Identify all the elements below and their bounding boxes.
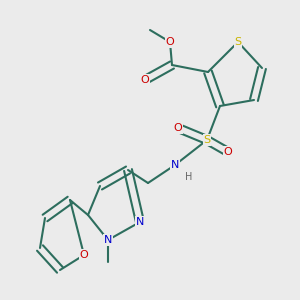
Text: O: O: [80, 250, 88, 260]
Text: O: O: [174, 123, 182, 133]
Text: S: S: [234, 37, 242, 47]
Text: S: S: [203, 135, 211, 145]
Text: O: O: [166, 37, 174, 47]
Text: O: O: [141, 75, 149, 85]
Text: H: H: [185, 172, 193, 182]
Text: O: O: [224, 147, 232, 157]
Text: N: N: [136, 217, 144, 227]
Text: N: N: [104, 235, 112, 245]
Text: N: N: [171, 160, 179, 170]
